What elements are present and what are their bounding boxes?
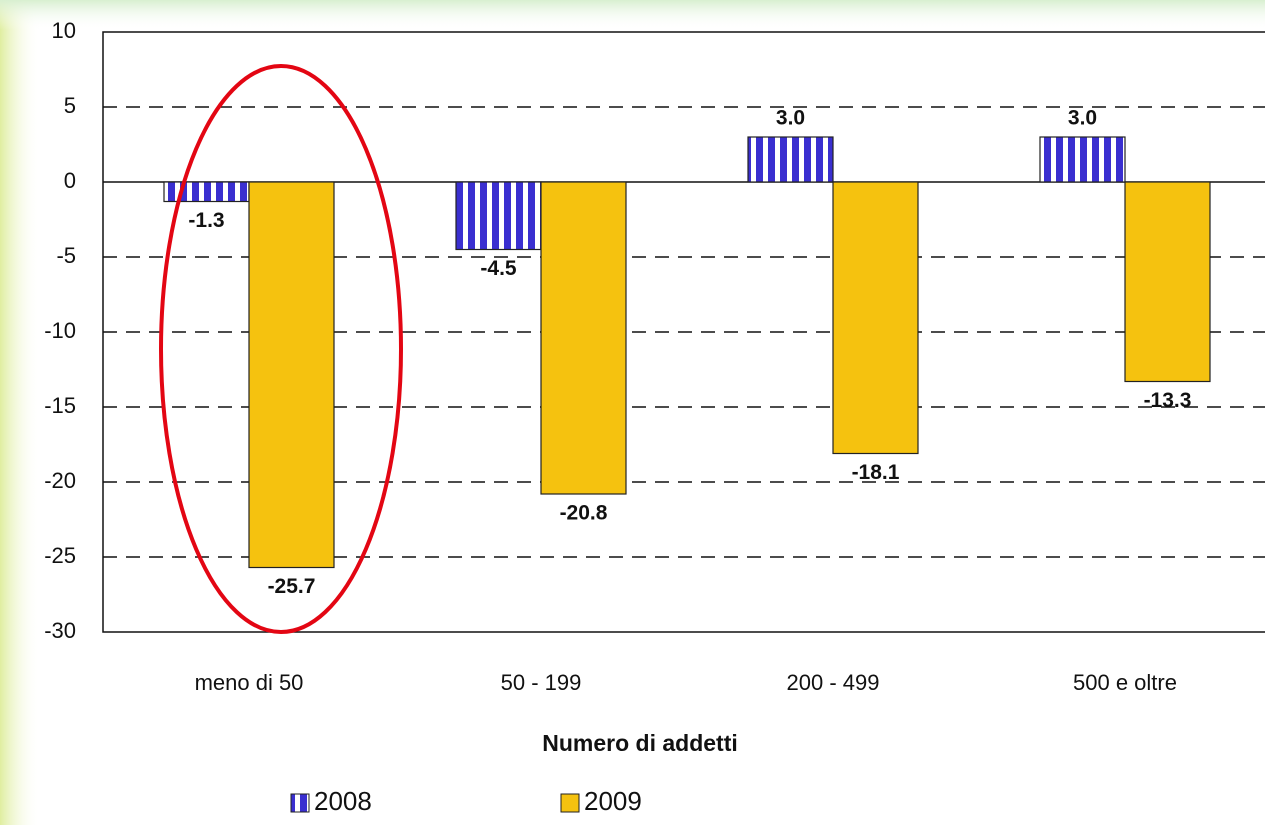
y-tick-label: 5 — [64, 93, 76, 118]
data-label: -1.3 — [188, 209, 224, 232]
y-tick-label: -5 — [56, 243, 76, 268]
data-label: -4.5 — [480, 257, 517, 280]
plot-frame — [102, 31, 1265, 633]
y-tick-label: -15 — [44, 393, 76, 418]
bar — [747, 136, 834, 183]
legend-label: 2009 — [584, 786, 642, 816]
bar — [455, 181, 542, 251]
y-tick-label: 10 — [52, 18, 76, 43]
data-label: -20.8 — [560, 502, 608, 525]
bar — [248, 181, 335, 569]
x-tick-label: 50 - 199 — [501, 670, 582, 695]
y-tick-label: -20 — [44, 468, 76, 493]
highlight-ellipse — [159, 64, 403, 634]
legend-swatch — [560, 793, 580, 813]
legend-label: 2008 — [314, 786, 372, 816]
x-tick-label: meno di 50 — [195, 670, 304, 695]
bar — [540, 181, 627, 495]
bar — [163, 181, 250, 203]
bar — [832, 181, 919, 455]
data-label: -18.1 — [852, 461, 900, 484]
bar — [1039, 136, 1126, 183]
y-tick-label: -30 — [44, 618, 76, 643]
x-tick-label: 500 e oltre — [1073, 670, 1177, 695]
data-label: 3.0 — [776, 107, 805, 130]
bar — [1124, 181, 1211, 383]
data-label: -25.7 — [268, 575, 316, 598]
background — [0, 0, 40, 825]
y-tick-label: -10 — [44, 318, 76, 343]
y-tick-label: 0 — [64, 168, 76, 193]
data-label: 3.0 — [1068, 107, 1097, 130]
background — [0, 0, 1265, 30]
legend-swatch — [290, 793, 310, 813]
y-tick-label: -25 — [44, 543, 76, 568]
x-tick-label: 200 - 499 — [787, 670, 880, 695]
data-label: -13.3 — [1144, 389, 1192, 412]
x-axis-title: Numero di addetti — [542, 730, 738, 756]
